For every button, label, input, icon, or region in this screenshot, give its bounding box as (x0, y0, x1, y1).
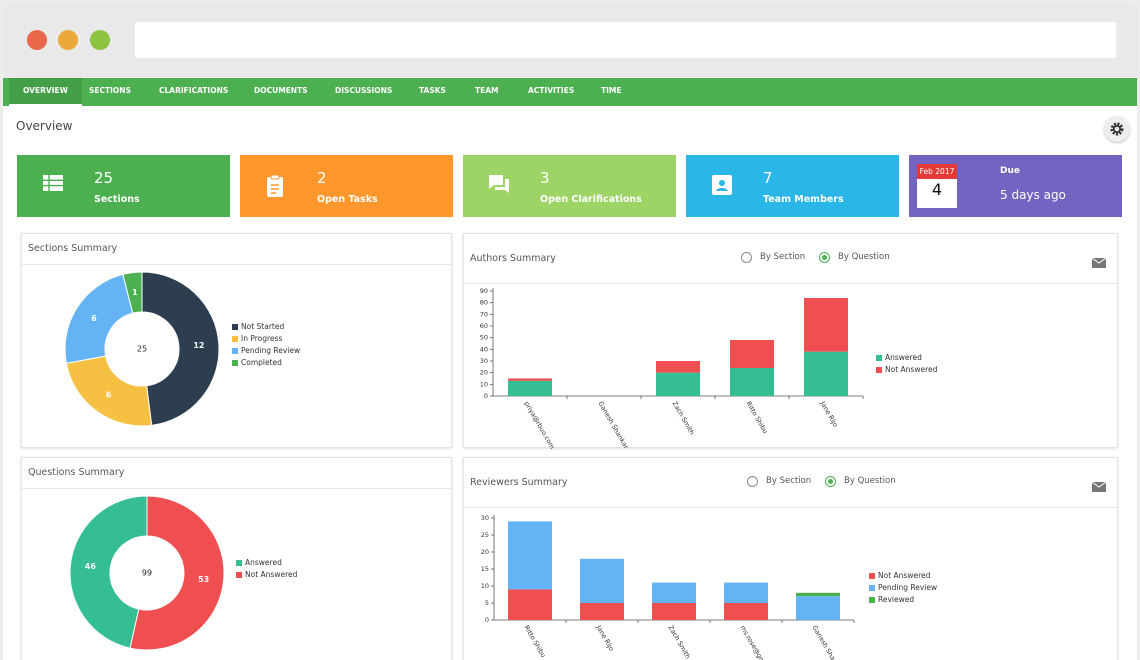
nav-tab[interactable]: CLARIFICATIONS (159, 86, 229, 95)
card-value: 25 (94, 169, 114, 187)
email-button[interactable] (1091, 253, 1107, 272)
icon (712, 175, 732, 195)
card-icon (43, 175, 65, 203)
panel-header (22, 234, 451, 265)
nav-tab[interactable]: DISCUSSIONS (335, 86, 393, 95)
radio-button[interactable] (825, 476, 836, 487)
browser-toolbar (3, 3, 1137, 78)
maximize-dot[interactable] (90, 30, 110, 50)
card-icon (266, 174, 288, 203)
page-title: Overview (16, 119, 73, 133)
due-text: 5 days ago (1000, 188, 1066, 202)
panel-title: Authors Summary (470, 252, 556, 264)
calendar-icon: Feb 2017 4 (917, 164, 957, 208)
panel: Sections Summary (21, 233, 452, 448)
nav-tab[interactable]: TEAM (475, 86, 499, 95)
stat-card: 25 Sections (17, 155, 230, 217)
card-value: 2 (317, 169, 327, 187)
email-button[interactable] (1091, 477, 1107, 496)
radio-button[interactable] (747, 476, 758, 487)
nav-bar: OVERVIEW SECTIONS CLARIFICATIONS DOCUMENTS D… (3, 78, 1137, 106)
nav-tab[interactable]: TASKS (419, 86, 446, 95)
stat-card: 2 Open Tasks (240, 155, 453, 217)
panel-title: Questions Summary (28, 467, 125, 478)
radio-button[interactable] (741, 252, 752, 263)
card-label: Team Members (763, 194, 844, 205)
panel-header (464, 458, 1117, 508)
card-value: 7 (763, 169, 773, 187)
nav-tab[interactable]: SECTIONS (89, 86, 131, 95)
mail-icon (1091, 257, 1107, 268)
calendar-month: Feb 2017 (917, 164, 957, 179)
nav-tab[interactable]: TIME (601, 86, 622, 95)
card-icon (489, 175, 511, 203)
radio-label[interactable]: By Section (760, 252, 806, 262)
card-icon (712, 175, 734, 203)
card-label: Open Tasks (317, 194, 378, 205)
nav-tab[interactable]: DOCUMENTS (254, 86, 308, 95)
icon (267, 174, 283, 197)
due-label: Due (1000, 166, 1020, 176)
nav-tab[interactable]: OVERVIEW (9, 78, 82, 106)
due-card: Feb 2017 4 Due 5 days ago (909, 155, 1122, 217)
stat-card: 3 Open Clarifications (463, 155, 676, 217)
radio-label[interactable]: By Question (844, 476, 896, 486)
address-bar[interactable] (135, 22, 1116, 58)
close-dot[interactable] (27, 30, 47, 50)
panel-header (464, 234, 1117, 284)
mail-icon (1091, 481, 1107, 492)
card-label: Open Clarifications (540, 194, 642, 205)
panel-header (22, 458, 451, 489)
nav-tab[interactable]: ACTIVITIES (528, 86, 575, 95)
card-label: Sections (94, 194, 140, 205)
stat-card: 7 Team Members (686, 155, 899, 217)
browser-window: OVERVIEW SECTIONS CLARIFICATIONS DOCUMENTS D… (3, 3, 1137, 660)
panel: Reviewers Summary By Section By Question (463, 457, 1118, 660)
panel-title: Sections Summary (28, 243, 118, 254)
minimize-dot[interactable] (58, 30, 78, 50)
settings-button[interactable] (1104, 116, 1130, 142)
calendar-day: 4 (931, 180, 943, 199)
card-value: 3 (540, 169, 550, 187)
panel: Questions Summary (21, 457, 452, 660)
panel-title: Reviewers Summary (470, 476, 568, 488)
radio-label[interactable]: By Question (838, 252, 890, 262)
radio-button[interactable] (819, 252, 830, 263)
panel: Authors Summary By Section By Question (463, 233, 1118, 448)
radio-label[interactable]: By Section (766, 476, 812, 486)
gear-icon (1110, 122, 1124, 136)
icon (489, 175, 509, 193)
icon (43, 175, 63, 191)
